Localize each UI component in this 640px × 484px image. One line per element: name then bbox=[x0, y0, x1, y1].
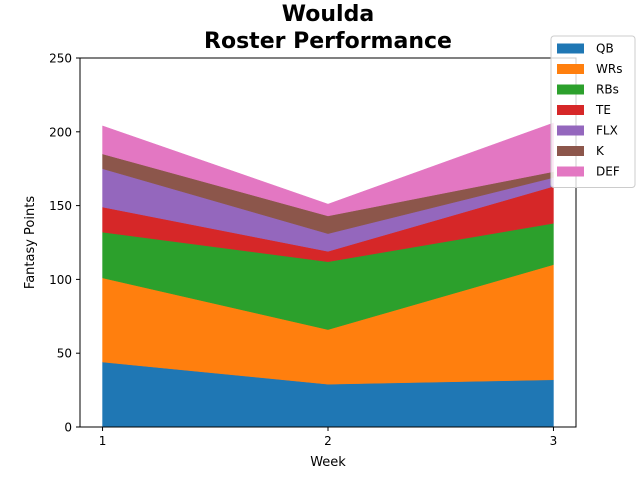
legend-swatch-wrs bbox=[557, 64, 584, 74]
legend-swatch-def bbox=[557, 166, 584, 177]
x-tick-label: 1 bbox=[99, 434, 107, 448]
x-tick-label: 3 bbox=[550, 434, 558, 448]
chart-title-line-2: Roster Performance bbox=[204, 29, 452, 54]
x-axis-label: Week bbox=[310, 455, 346, 470]
chart-title-line-1: Woulda bbox=[282, 2, 374, 27]
legend-label-te: TE bbox=[595, 103, 611, 117]
area-layers bbox=[102, 122, 554, 428]
legend-label-flx: FLX bbox=[596, 124, 618, 138]
legend-swatch-k bbox=[557, 146, 584, 156]
x-axis: 1 2 3 bbox=[99, 427, 558, 448]
legend-label-def: DEF bbox=[596, 165, 620, 179]
legend-swatch-te bbox=[557, 105, 584, 115]
y-tick-label: 150 bbox=[49, 199, 72, 213]
y-tick-label: 200 bbox=[49, 125, 72, 139]
y-tick-label: 100 bbox=[49, 273, 72, 287]
x-tick-label: 2 bbox=[324, 434, 332, 448]
legend-swatch-flx bbox=[557, 125, 584, 136]
legend-label-qb: QB bbox=[596, 42, 614, 56]
legend-label-wrs: WRs bbox=[596, 62, 622, 76]
legend-label-k: K bbox=[596, 144, 605, 158]
legend-swatch-rbs bbox=[557, 84, 584, 95]
y-axis: 0 50 100 150 200 250 bbox=[49, 52, 80, 435]
y-tick-label: 0 bbox=[64, 421, 72, 435]
legend: QB WRs RBs TE FLX K DEF bbox=[550, 35, 636, 188]
y-tick-label: 250 bbox=[49, 52, 72, 66]
legend-swatch-qb bbox=[557, 43, 584, 54]
y-tick-label: 50 bbox=[57, 347, 72, 361]
y-axis-label: Fantasy Points bbox=[23, 196, 38, 289]
legend-label-rbs: RBs bbox=[596, 83, 619, 97]
